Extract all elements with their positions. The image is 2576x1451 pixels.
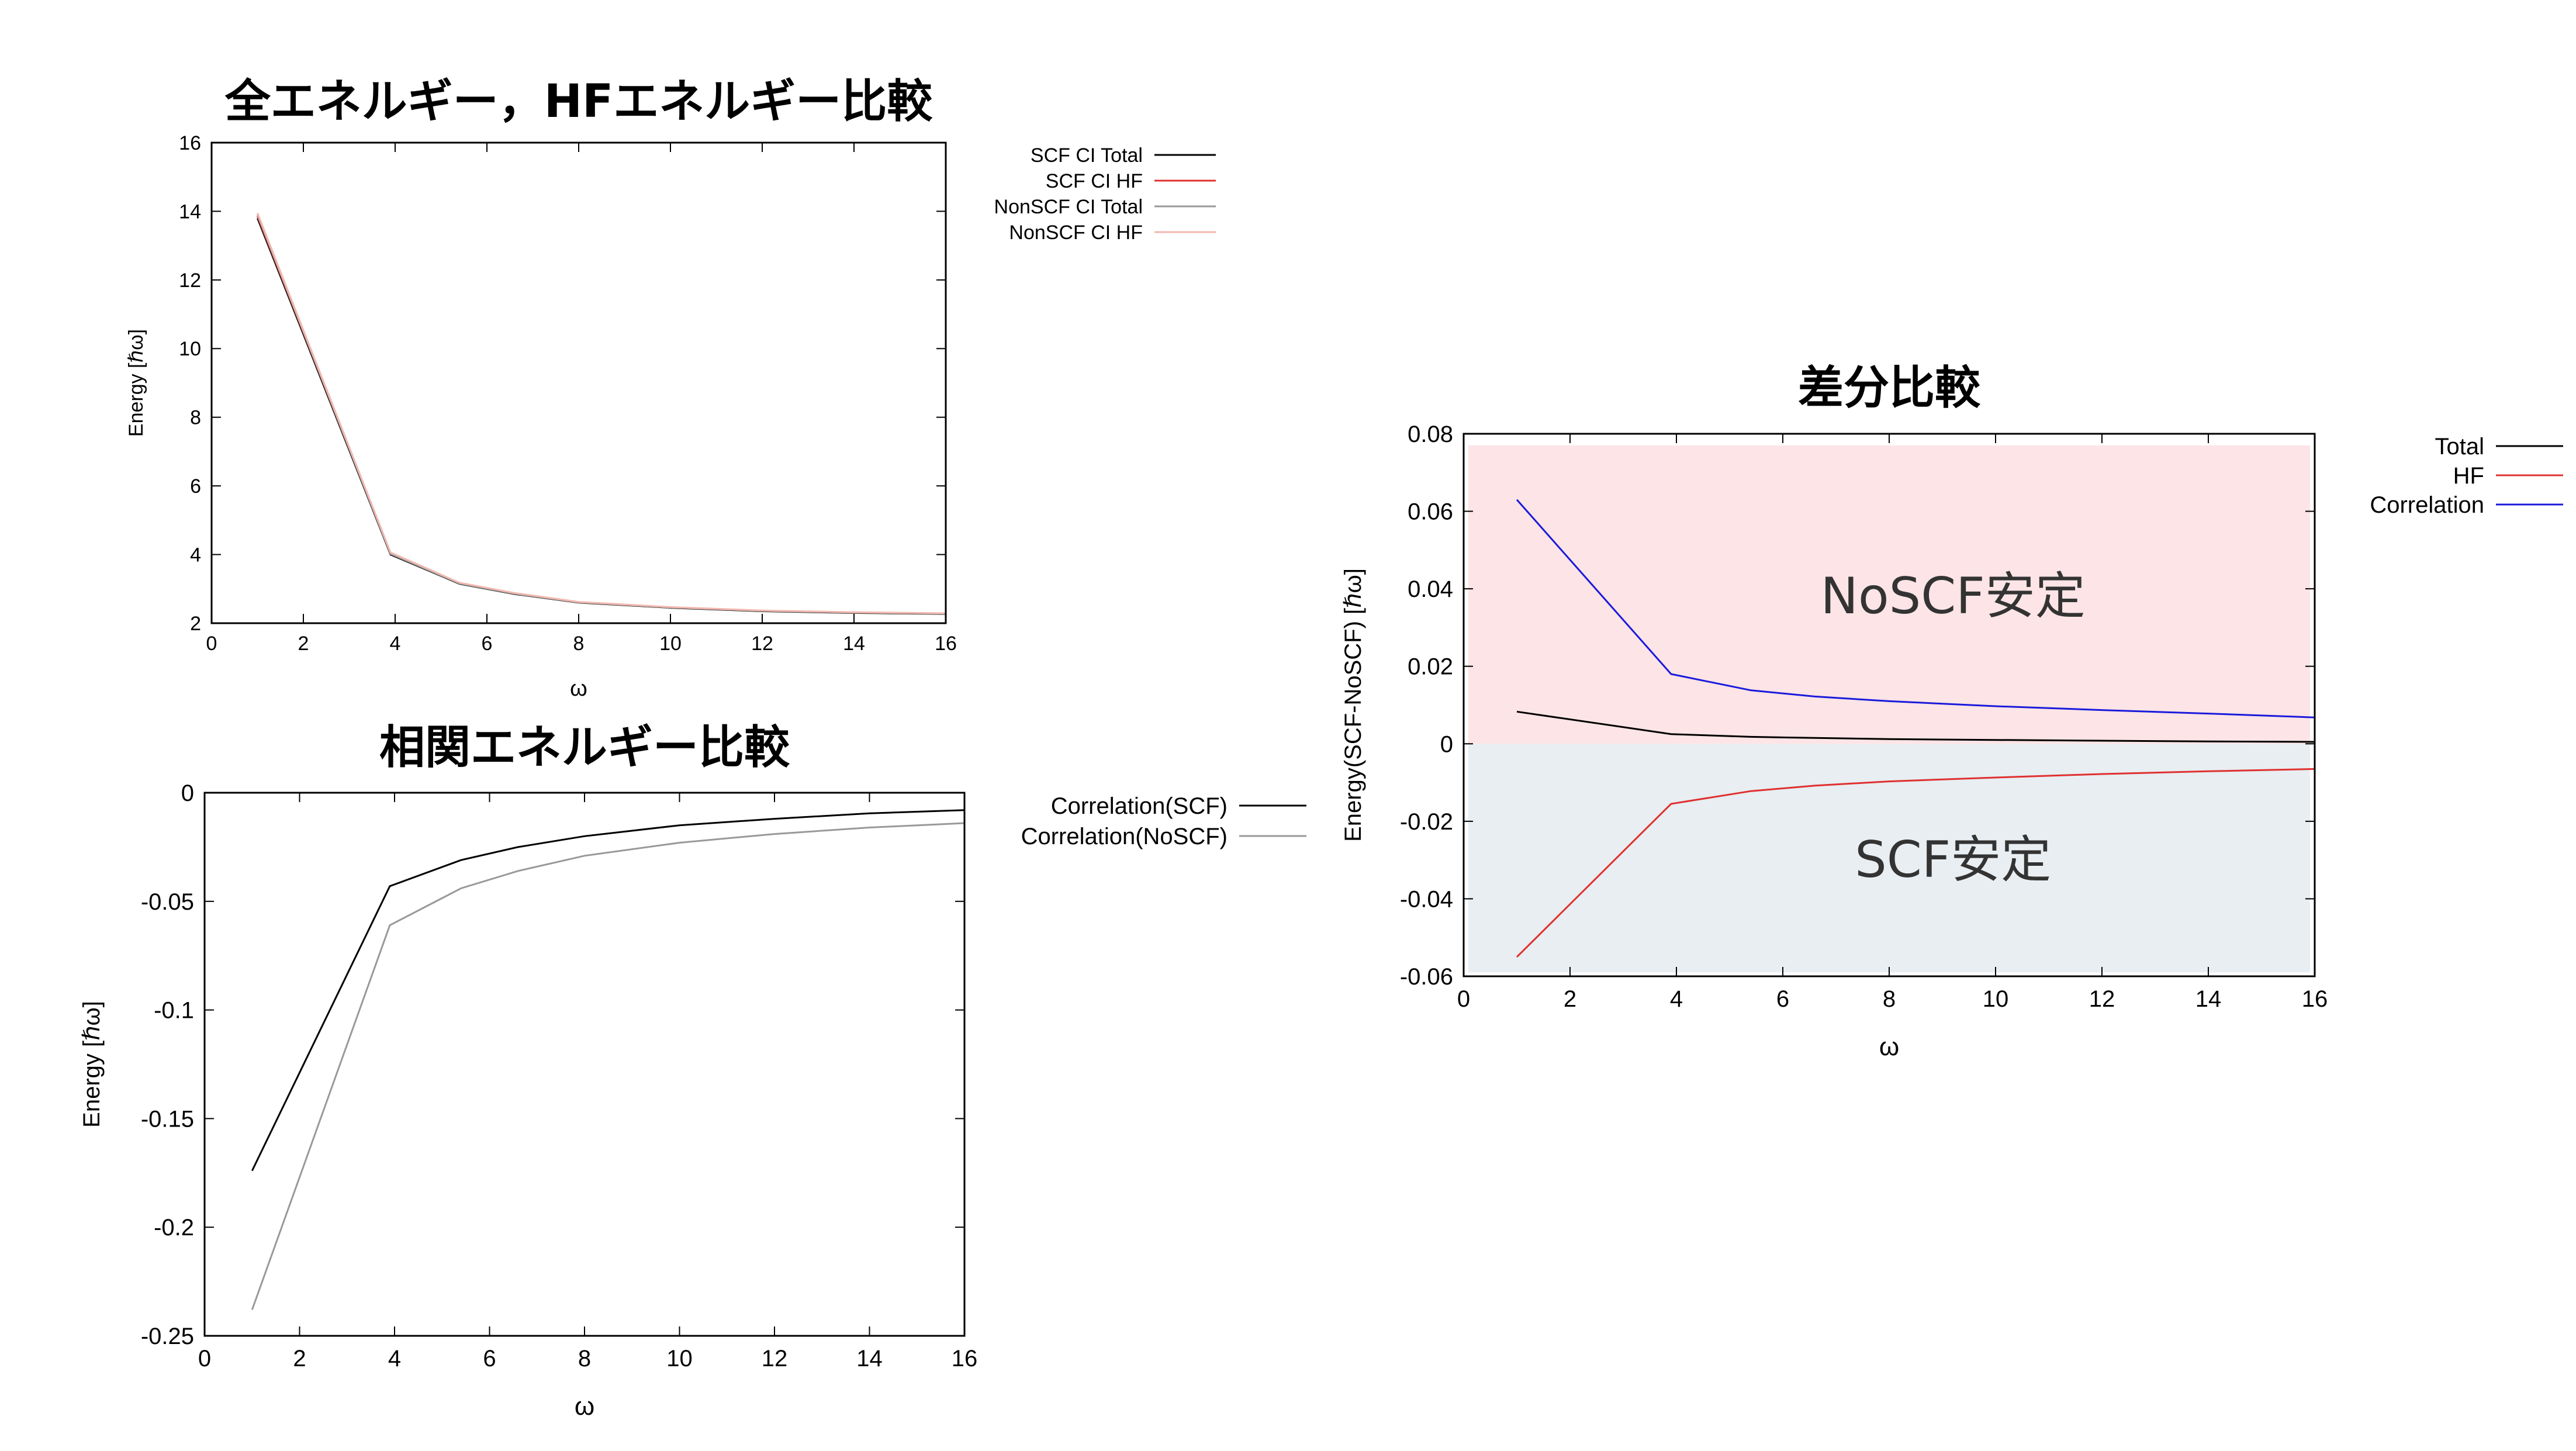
x-tick-label: 6 [482,633,493,655]
region-label-0: NoSCF安定 [1821,567,2086,626]
x-tick-label: 4 [1670,986,1683,1012]
x-tick-label: 2 [1564,986,1576,1012]
chart-correlation-energy: 0 2 4 6 8 10 12 14 16 0 -0.05 -0.1 -0.15 -0.2 -0.25 相関エ… [79,721,1306,1421]
legend-label-0: Correlation(SCF) [1051,793,1228,819]
x-tick-label: 14 [843,633,865,655]
chart-difference: NoSCF安定 SCF安定 0 2 4 6 8 10 12 14 16 0.08 0.06 0.04 0.0… [1340,362,2563,1061]
x-tick-label: 10 [659,633,682,655]
chart-title: 差分比較 [1798,362,1981,414]
chart-title: 相関エネルギー比較 [379,721,790,774]
y-tick-label: 0.02 [1408,654,1453,680]
plot-frame [210,141,947,624]
x-tick-label: 4 [390,633,401,655]
y-tick-label: 0.06 [1408,499,1453,525]
x-tick-label: 2 [298,633,309,655]
series-line-0 [251,809,965,1172]
series-line-0 [1516,710,2315,743]
y-tick-label: -0.06 [1400,964,1453,990]
y-tick-label: 6 [190,475,201,498]
legend-label-1: HF [2453,463,2484,489]
x-tick-label: 10 [1983,986,2009,1012]
x-tick-label: 14 [2195,986,2222,1012]
x-tick-label: 4 [388,1346,401,1371]
chart-title: 全エネルギー，HFエネルギー比較 [224,75,933,128]
x-tick-label: 8 [1883,986,1896,1012]
series-line-1 [257,216,946,615]
x-tick-label: 16 [952,1346,978,1371]
series-line-1 [251,822,965,1310]
y-tick-label: 12 [179,270,201,292]
y-tick-label: -0.02 [1400,809,1453,835]
y-tick-label: 10 [179,338,201,360]
legend-label-2: Correlation [2370,492,2484,518]
x-tick-label: 0 [1457,986,1470,1012]
y-tick-label: 4 [190,544,201,566]
y-tick-label: -0.1 [154,998,194,1024]
y-axis-label: Energy [ℏω] [125,329,147,437]
y-tick-label: -0.2 [154,1215,194,1241]
region-0 [1468,445,2310,744]
x-axis-label: ω [575,1392,594,1421]
chart-total-hf-energy: 0 2 4 6 8 10 12 14 16246810121416全エネルギー，HFエネルギー比… [125,75,1216,701]
x-tick-label: 6 [1776,986,1789,1012]
x-tick-label: 0 [206,633,217,655]
y-tick-label: -0.04 [1400,886,1453,912]
x-tick-label: 6 [483,1346,496,1371]
y-tick-label: 8 [190,407,201,429]
x-tick-label: 12 [762,1346,788,1371]
y-tick-label: 2 [190,613,201,635]
x-axis-label: ω [570,676,587,701]
x-tick-label: 2 [293,1346,306,1371]
y-tick-label: 16 [179,132,201,154]
legend-label-3: NonSCF CI HF [1009,222,1143,244]
x-tick-label: 12 [751,633,773,655]
series-line-2 [1516,499,2315,718]
y-tick-label: 0.08 [1408,422,1453,447]
y-axis-label: Energy(SCF-NoSCF) [ℏω] [1340,568,1366,842]
y-tick-label: -0.15 [141,1106,194,1132]
plot-frame [1462,433,2316,977]
legend-label-0: Total [2435,434,2485,460]
series-line-1 [1516,768,2315,958]
x-tick-label: 16 [935,633,957,655]
y-tick-label: 14 [179,201,201,223]
y-tick-label: 0 [181,780,194,806]
y-tick-label: -0.05 [141,889,194,915]
y-tick-label: 0.04 [1408,576,1453,602]
y-axis-label: Energy [ℏω] [79,1001,105,1128]
region-label-1: SCF安定 [1855,831,2051,889]
legend-label-1: Correlation(NoSCF) [1021,824,1228,849]
legend-label-0: SCF CI Total [1031,144,1143,167]
plot-frame [203,792,966,1337]
legend-label-1: SCF CI HF [1046,170,1143,192]
x-tick-label: 16 [2302,986,2328,1012]
series-line-0 [257,217,946,615]
x-tick-label: 12 [2089,986,2115,1012]
x-tick-label: 14 [856,1346,883,1371]
series-line-3 [257,212,946,614]
x-tick-label: 8 [578,1346,591,1371]
x-axis-label: ω [1879,1032,1899,1061]
series-line-2 [257,214,946,615]
legend-label-2: NonSCF CI Total [994,196,1143,218]
x-tick-label: 8 [573,633,585,655]
x-tick-label: 0 [198,1346,211,1371]
x-tick-label: 10 [666,1346,693,1371]
y-tick-label: -0.25 [141,1324,194,1349]
y-tick-label: 0 [1440,731,1453,757]
